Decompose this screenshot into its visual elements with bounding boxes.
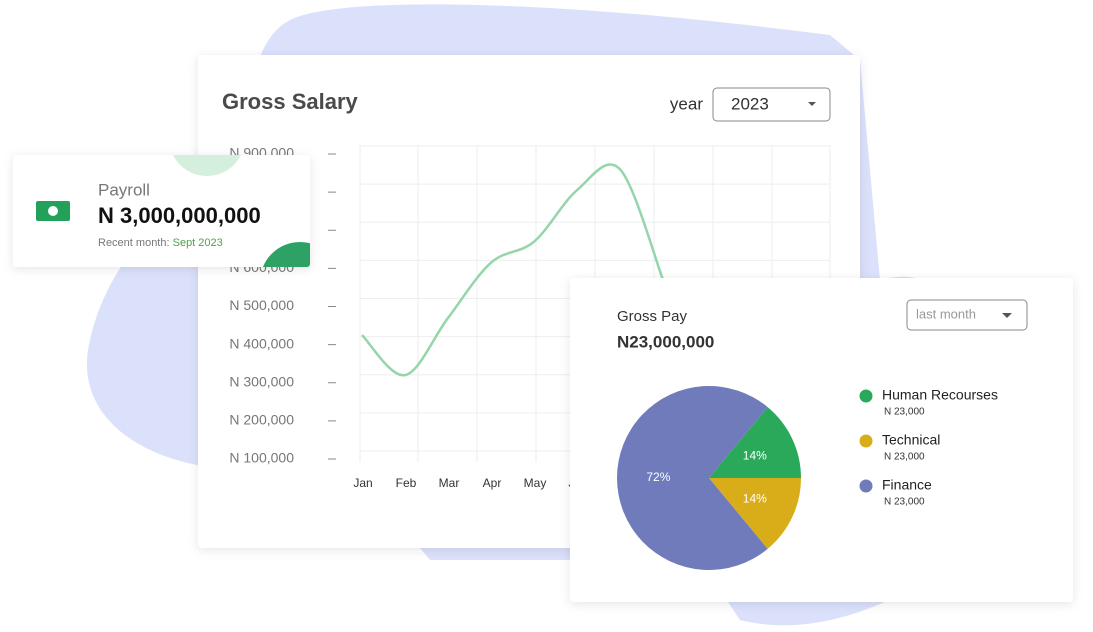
payroll-card: Payroll N 3,000,000,000 Recent month: Se…: [13, 155, 310, 267]
y-tick-label: N 500,000: [229, 297, 294, 313]
y-tick-label: N 400,000: [229, 335, 294, 351]
year-label: year: [670, 94, 703, 113]
x-tick-label: Jan: [353, 476, 372, 490]
card-title: Gross Salary: [222, 89, 359, 114]
legend-label: Technical: [882, 432, 940, 448]
y-tick-label: N 100,000: [229, 450, 294, 466]
period-select-value[interactable]: last month: [916, 306, 976, 321]
recent-value: Sept 2023: [173, 237, 223, 249]
y-tick-label: N 200,000: [229, 412, 294, 428]
pie-slice: [709, 478, 801, 549]
legend-value: N 23,000: [884, 452, 925, 463]
recent-label: Recent month: Sept 2023: [98, 237, 223, 249]
dropdown-arrow: [1002, 313, 1012, 318]
legend-value: N 23,000: [884, 497, 925, 508]
payroll-title: Payroll: [98, 180, 150, 199]
x-tick-label: May: [524, 476, 547, 490]
slice-label: 72%: [646, 470, 670, 484]
x-tick-label: Mar: [439, 476, 460, 490]
card: [13, 155, 310, 267]
legend-value: N 23,000: [884, 407, 925, 418]
x-tick-label: Apr: [483, 476, 502, 490]
legend-dot: [859, 434, 873, 448]
decoration: [260, 242, 310, 267]
pie-title: Gross Pay: [617, 308, 688, 325]
y-tick-label: N 300,000: [229, 373, 294, 389]
line: [361, 163, 665, 377]
pie-slice: [616, 385, 768, 570]
year-select-value[interactable]: 2023: [731, 94, 769, 113]
slice-label: 14%: [743, 492, 767, 506]
x-tick-label: Feb: [396, 476, 417, 490]
period-select[interactable]: [906, 299, 1028, 331]
money-icon-detail: [48, 206, 58, 216]
legend-label: Finance: [882, 477, 932, 493]
legend-dot: [859, 479, 873, 493]
year-select[interactable]: [712, 87, 831, 122]
slice-label: 14%: [743, 449, 767, 463]
payroll-amount: N 3,000,000,000: [98, 203, 261, 228]
pie-subtitle: N23,000,000: [617, 332, 714, 351]
decoration: [169, 155, 245, 176]
dropdown-arrow: [808, 102, 816, 106]
legend-label: Human Recourses: [882, 387, 998, 403]
recent-label-text: Recent month:: [98, 237, 170, 249]
legend-dot: [859, 389, 873, 403]
gross-pay-card: Gross Pay N23,000,000 last month 14% Huma…: [570, 278, 1073, 602]
pie-slice: [709, 407, 801, 478]
